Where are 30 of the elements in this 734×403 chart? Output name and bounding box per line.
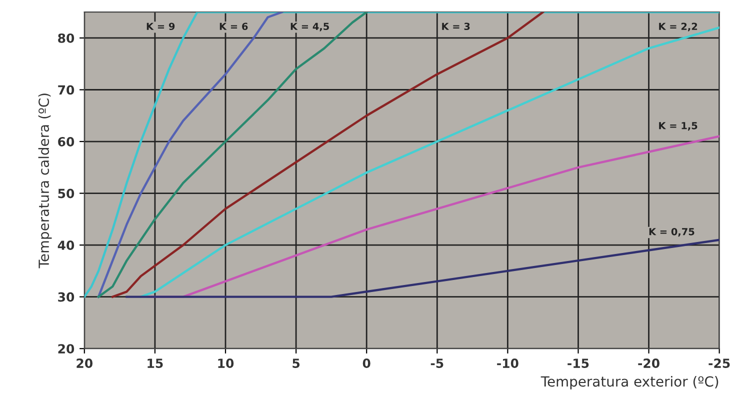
line-series — [126, 238, 720, 298]
annotation: K = 3 — [442, 22, 470, 30]
x-tick-label: 5 — [292, 358, 300, 368]
annotation: K = 4,5 — [290, 22, 329, 32]
annotation: K = 0,75 — [649, 228, 694, 237]
line-series — [97, 12, 368, 298]
y-tick-label: 20 — [58, 344, 74, 354]
x-tick-label: 10 — [218, 358, 234, 368]
x-tick-label: 0 — [362, 358, 370, 368]
x-tick-label: 20 — [76, 358, 93, 368]
y-tick-label: 60 — [58, 136, 74, 146]
x-tick-label: -15 — [568, 358, 589, 368]
y-tick-label: 50 — [58, 188, 74, 198]
x-axis-title: Temperatura exterior (ºC) — [540, 376, 718, 390]
y-tick-label: 70 — [58, 85, 74, 95]
x-tick-label: -25 — [708, 358, 730, 368]
line-series — [112, 12, 544, 298]
x-tick-label: 15 — [148, 358, 163, 368]
y-tick-label: 80 — [58, 33, 74, 43]
x-tick-label: -10 — [497, 358, 518, 368]
annotation: K = 9 — [146, 22, 175, 30]
x-tick-label: -5 — [430, 358, 444, 368]
y-tick-label: 30 — [58, 292, 74, 302]
y-axis-title: Temperatura caldera (ºC) — [38, 94, 52, 268]
x-tick-label: -20 — [638, 358, 660, 368]
line-series — [97, 12, 284, 298]
annotation: K = 1,5 — [659, 122, 698, 131]
annotation: K = 6 — [220, 22, 248, 30]
annotation: K = 2,2 — [659, 22, 698, 32]
y-tick-label: 40 — [58, 240, 74, 250]
